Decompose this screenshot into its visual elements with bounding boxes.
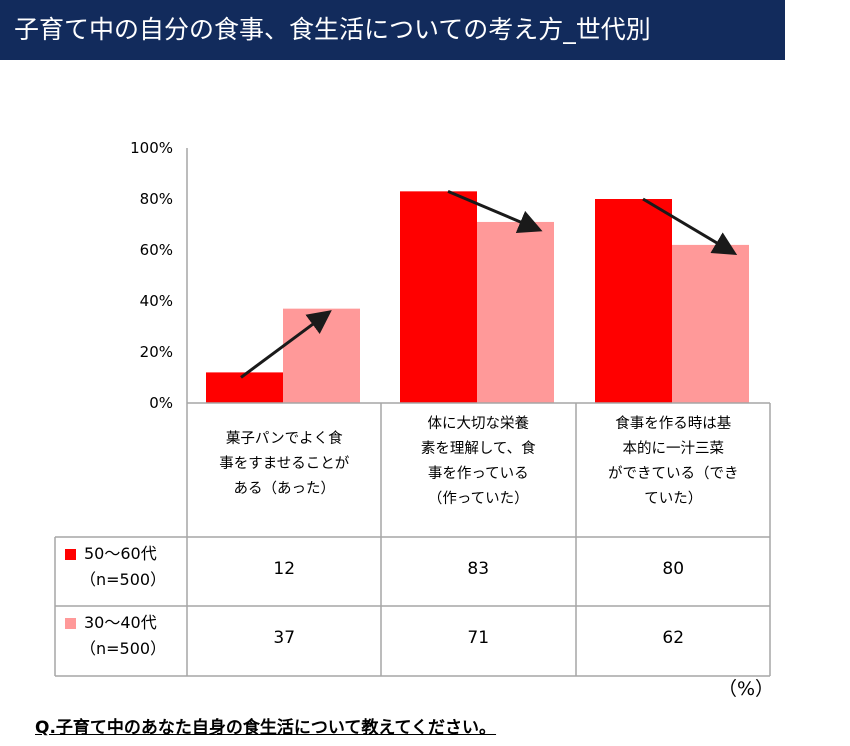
category-label-line: 体に大切な栄養 xyxy=(427,416,530,432)
legend-label-2: 30～40代 （n=500） xyxy=(80,610,166,662)
question-text: Q.子育て中のあなた自身の食生活について教えてください。 xyxy=(35,718,497,738)
table-cell-2-2: 71 xyxy=(467,628,490,648)
y-tick-label: 40% xyxy=(140,292,173,310)
y-tick-label: 20% xyxy=(140,343,173,361)
category-label-3: 食事を作る時は基 本的に一汁三菜 ができている（でき ていた） xyxy=(576,412,771,512)
category-label-line: 事を作っている xyxy=(427,466,529,482)
category-label-line: ある（あった） xyxy=(233,481,336,497)
axis-layer: 100% 80% 60% 40% 20% 0% xyxy=(130,139,188,412)
category-label-1: 菓子パンでよく食 事をすませることが ある（あった） xyxy=(187,427,382,502)
category-label-line: ができている（でき xyxy=(608,466,739,482)
trend-arrow-3 xyxy=(642,197,738,255)
bar-layer xyxy=(206,191,749,403)
trend-arrow-2 xyxy=(447,189,543,233)
title-bar: 子育て中の自分の食事、食生活についての考え方_世代別 xyxy=(0,0,785,60)
legend-label-line: （n=500） xyxy=(80,639,167,658)
unit-label: （%） xyxy=(718,678,775,700)
table-grid xyxy=(54,402,771,677)
legend-label-line: 30～40代 xyxy=(84,613,157,632)
category-label-line: 食事を作る時は基 xyxy=(615,416,732,432)
bar-1-2 xyxy=(400,191,477,403)
category-label-line: 事をすませることが xyxy=(219,456,350,472)
trend-arrow-1 xyxy=(240,310,332,379)
category-label-line: 菓子パンでよく食 xyxy=(225,431,343,447)
table-cell-2-1: 37 xyxy=(273,628,296,648)
table-cell-2-3: 62 xyxy=(662,628,685,648)
arrow-layer xyxy=(240,189,738,379)
legend-swatch-1 xyxy=(65,549,76,560)
y-tick-label: 60% xyxy=(140,241,173,259)
legend-label-line: （n=500） xyxy=(80,570,167,589)
legend-swatch-2 xyxy=(65,618,76,629)
category-label-line: ていた） xyxy=(644,491,703,507)
page-title: 子育て中の自分の食事、食生活についての考え方_世代別 xyxy=(14,15,651,44)
table-cell-1-3: 80 xyxy=(662,559,685,579)
legend-label-1: 50～60代 （n=500） xyxy=(80,541,166,593)
y-tick-label: 80% xyxy=(140,190,173,208)
table-cell-1-1: 12 xyxy=(273,559,296,579)
bar-2-1 xyxy=(283,308,360,403)
category-label-line: （作っていた） xyxy=(427,491,529,507)
category-label-line: 素を理解して、食 xyxy=(420,441,536,457)
bar-2-3 xyxy=(672,244,749,403)
category-label-2: 体に大切な栄養 素を理解して、食 事を作っている （作っていた） xyxy=(381,412,576,512)
y-tick-label: 100% xyxy=(130,139,173,157)
bar-1-3 xyxy=(595,199,672,403)
category-label-line: 本的に一汁三菜 xyxy=(622,441,725,457)
legend-label-line: 50～60代 xyxy=(84,544,157,563)
bar-1-1 xyxy=(206,372,283,403)
bar-2-2 xyxy=(477,221,554,403)
table-cell-1-2: 83 xyxy=(467,559,490,579)
y-tick-label: 0% xyxy=(149,394,173,412)
